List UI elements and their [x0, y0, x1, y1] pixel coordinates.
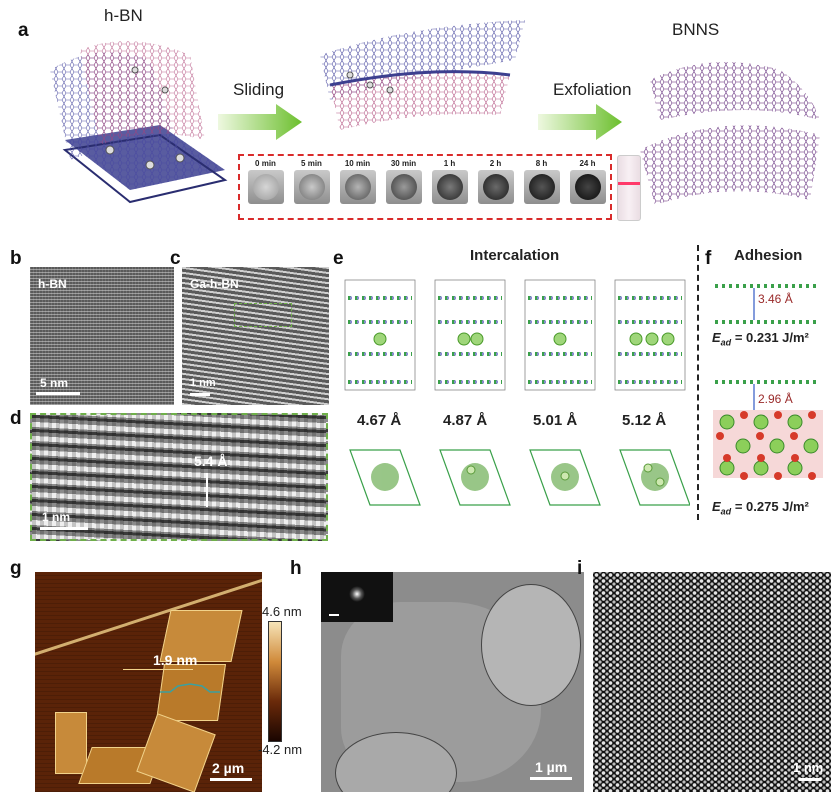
vial-photo	[431, 170, 468, 204]
panel-e-label: e	[333, 248, 344, 269]
scale-bar-label: 2 µm	[212, 760, 245, 776]
panel-divider	[697, 245, 699, 520]
bnns-sheet	[335, 732, 457, 792]
vial-photo	[569, 170, 606, 204]
bnns-sheet	[481, 584, 581, 706]
interlayer-distance: 5.01 Å	[533, 412, 578, 429]
ga-hbn-tem-image: Ga-h-BN 1 nm	[182, 267, 329, 405]
colorbar-min-label: -4.2 nm	[258, 742, 303, 757]
hbn-stack-illustration	[50, 41, 228, 204]
ga-hbn-inner-label: Ga-h-BN	[190, 277, 239, 291]
panel-c-label: c	[170, 248, 181, 269]
time-label: 8 h	[535, 159, 548, 168]
scale-bar-label: 1 µm	[535, 759, 568, 775]
energy-value: = 0.231 J/m²	[734, 330, 809, 345]
sliding-sheets-illustration	[320, 20, 525, 130]
vial-photo	[385, 170, 422, 204]
time-point: 2 h	[476, 158, 515, 204]
scale-bar	[210, 778, 252, 781]
energy-subscript: ad	[720, 337, 732, 348]
time-label: 5 min	[301, 159, 322, 168]
time-label: 0 min	[255, 159, 276, 168]
energy-symbol: E	[712, 499, 721, 514]
vial-photo	[339, 170, 376, 204]
scale-bar	[530, 777, 572, 780]
dispersion-time-strip: 0 min 5 min 10 min 30 min 1 h 2 h 8 h 24…	[246, 158, 607, 204]
adhesion-structures	[713, 284, 823, 480]
saed-inset	[321, 572, 393, 622]
interlayer-distance: 4.67 Å	[357, 412, 402, 429]
zoom-region-box	[234, 303, 292, 327]
atomic-resolution-image: 1 nm	[593, 572, 831, 792]
time-label: 10 min	[344, 159, 371, 168]
energy-subscript: ad	[720, 506, 732, 517]
interlayer-distance: 5.12 Å	[622, 412, 667, 429]
time-point: 1 h	[430, 158, 469, 204]
time-point: 30 min	[384, 158, 423, 204]
gap-distance-2: 2.96 Å	[758, 392, 793, 406]
intercalation-structures	[344, 279, 690, 506]
gap-distance-1: 3.46 Å	[758, 292, 793, 306]
sliding-arrow-icon	[218, 104, 302, 140]
panel-g-label: g	[10, 558, 22, 579]
time-point: 8 h	[522, 158, 561, 204]
scale-bar	[190, 393, 210, 396]
vial-photo	[477, 170, 514, 204]
scale-bar-label: 1 nm	[793, 760, 824, 775]
panel-d-label: d	[10, 408, 22, 429]
dispersion-time-series-box	[238, 154, 612, 220]
time-point: 10 min	[338, 158, 377, 204]
vial-photo	[523, 170, 560, 204]
scale-bar-label: 1 nm	[190, 377, 216, 389]
panel-h-label: h	[290, 558, 302, 579]
time-point: 0 min	[246, 158, 285, 204]
intercalation-title: Intercalation	[470, 247, 560, 264]
interlayer-distance: 4.87 Å	[443, 412, 488, 429]
bnns-tem-image: 1 µm	[321, 572, 584, 792]
dispersion-vial	[617, 155, 641, 221]
afm-image: 1.9 nm 2 µm	[35, 572, 262, 792]
adhesion-energy-2: Ead = 0.275 J/m²	[712, 499, 809, 517]
hbn-title: h-BN	[104, 6, 143, 25]
panel-b-label: b	[10, 248, 22, 269]
time-label: 2 h	[489, 159, 502, 168]
tyndall-beam	[618, 182, 640, 185]
adhesion-title: Adhesion	[734, 247, 803, 264]
panel-a-label: a	[18, 20, 29, 41]
adhesion-energy-1: Ead = 0.231 J/m²	[712, 330, 809, 348]
hbn-tem-image: h-BN 5 nm	[30, 267, 174, 405]
panel-i-label: i	[577, 558, 583, 579]
afm-flake	[55, 712, 87, 774]
exfoliation-label: Exfoliation	[553, 80, 632, 99]
cell-1	[344, 279, 416, 391]
scale-bar	[40, 527, 88, 530]
profile-line	[123, 669, 193, 670]
time-label: 24 h	[579, 159, 596, 168]
bnns-sheets-illustration	[640, 62, 820, 205]
panel-f-label: f	[705, 248, 712, 269]
colorbar-max-label: 4.6 nm	[262, 604, 302, 619]
bnns-title: BNNS	[672, 20, 720, 39]
energy-symbol: E	[712, 330, 721, 345]
energy-value: = 0.275 J/m²	[734, 499, 809, 514]
height-colorbar	[268, 621, 282, 742]
scale-bar	[799, 778, 821, 781]
time-label: 1 h	[443, 159, 456, 168]
height-profile-trace	[160, 683, 220, 693]
scale-bar-label: 1 nm	[42, 510, 71, 524]
time-label: 30 min	[390, 159, 417, 168]
time-point: 24 h	[568, 158, 607, 204]
time-point: 5 min	[292, 158, 331, 204]
scale-bar-label: 5 nm	[40, 376, 69, 390]
zoomed-lattice-image: 5.4 Å 1 nm	[30, 413, 328, 541]
vial-photo	[293, 170, 330, 204]
vial-photo	[247, 170, 284, 204]
spacing-label: 5.4 Å	[194, 453, 228, 469]
sliding-label: Sliding	[233, 80, 285, 99]
spacing-marker	[206, 473, 208, 507]
exfoliation-arrow-icon	[538, 104, 622, 140]
hbn-inner-label: h-BN	[38, 277, 67, 291]
step-height-label: 1.9 nm	[153, 652, 198, 668]
scale-bar	[36, 392, 80, 395]
